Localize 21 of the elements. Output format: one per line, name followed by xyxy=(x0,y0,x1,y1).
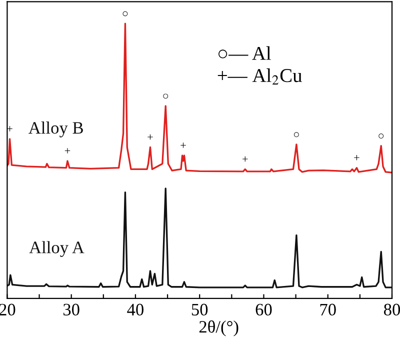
x-tick-label: 80 xyxy=(384,304,400,316)
annotation: ○— Al xyxy=(218,46,271,60)
x-tick-label: 70 xyxy=(320,304,336,316)
annotation: + xyxy=(180,142,186,148)
annotation: + xyxy=(64,148,70,154)
x-tick-label: 30 xyxy=(63,304,80,316)
annotation: + xyxy=(242,156,248,162)
x-axis-title: 2θ/(°) xyxy=(199,320,238,336)
annotation: ○ xyxy=(378,134,384,138)
annotation: + xyxy=(148,134,153,140)
annotation: +— Al$_{2}$Cu xyxy=(218,68,302,84)
annotation: ○ xyxy=(294,132,299,138)
annotation: ○ xyxy=(122,11,128,16)
x-tick-label: 50 xyxy=(192,304,208,316)
annotation: + xyxy=(7,126,12,132)
series-label: Alloy A xyxy=(29,241,84,257)
x-tick-label: 40 xyxy=(127,304,144,316)
annotation: + xyxy=(354,155,360,160)
annotation: ○ xyxy=(163,94,168,99)
series-label: Alloy B xyxy=(28,122,83,138)
x-tick-label: 60 xyxy=(256,304,272,316)
